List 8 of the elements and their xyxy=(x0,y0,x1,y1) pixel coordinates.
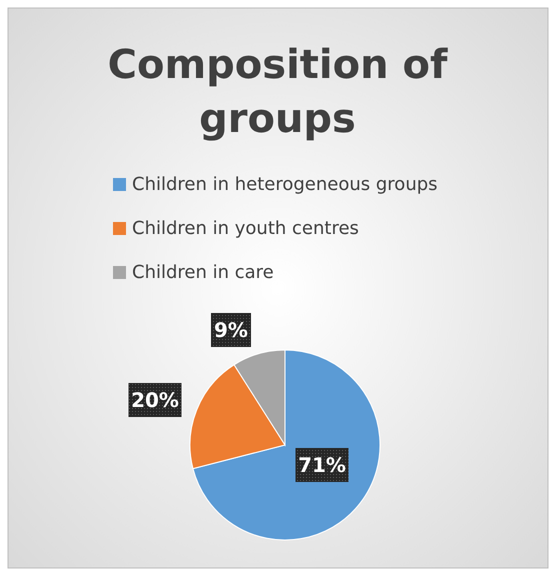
legend-label: Children in care xyxy=(132,262,274,283)
data-label: 20% xyxy=(131,388,179,412)
pie-slice xyxy=(192,350,380,540)
data-label: 71% xyxy=(298,453,346,477)
legend-label: Children in heterogeneous groups xyxy=(132,174,438,195)
data-label: 9% xyxy=(214,318,248,342)
legend-label: Children in youth centres xyxy=(132,218,359,239)
chart-title: Composition of groups xyxy=(108,42,448,142)
